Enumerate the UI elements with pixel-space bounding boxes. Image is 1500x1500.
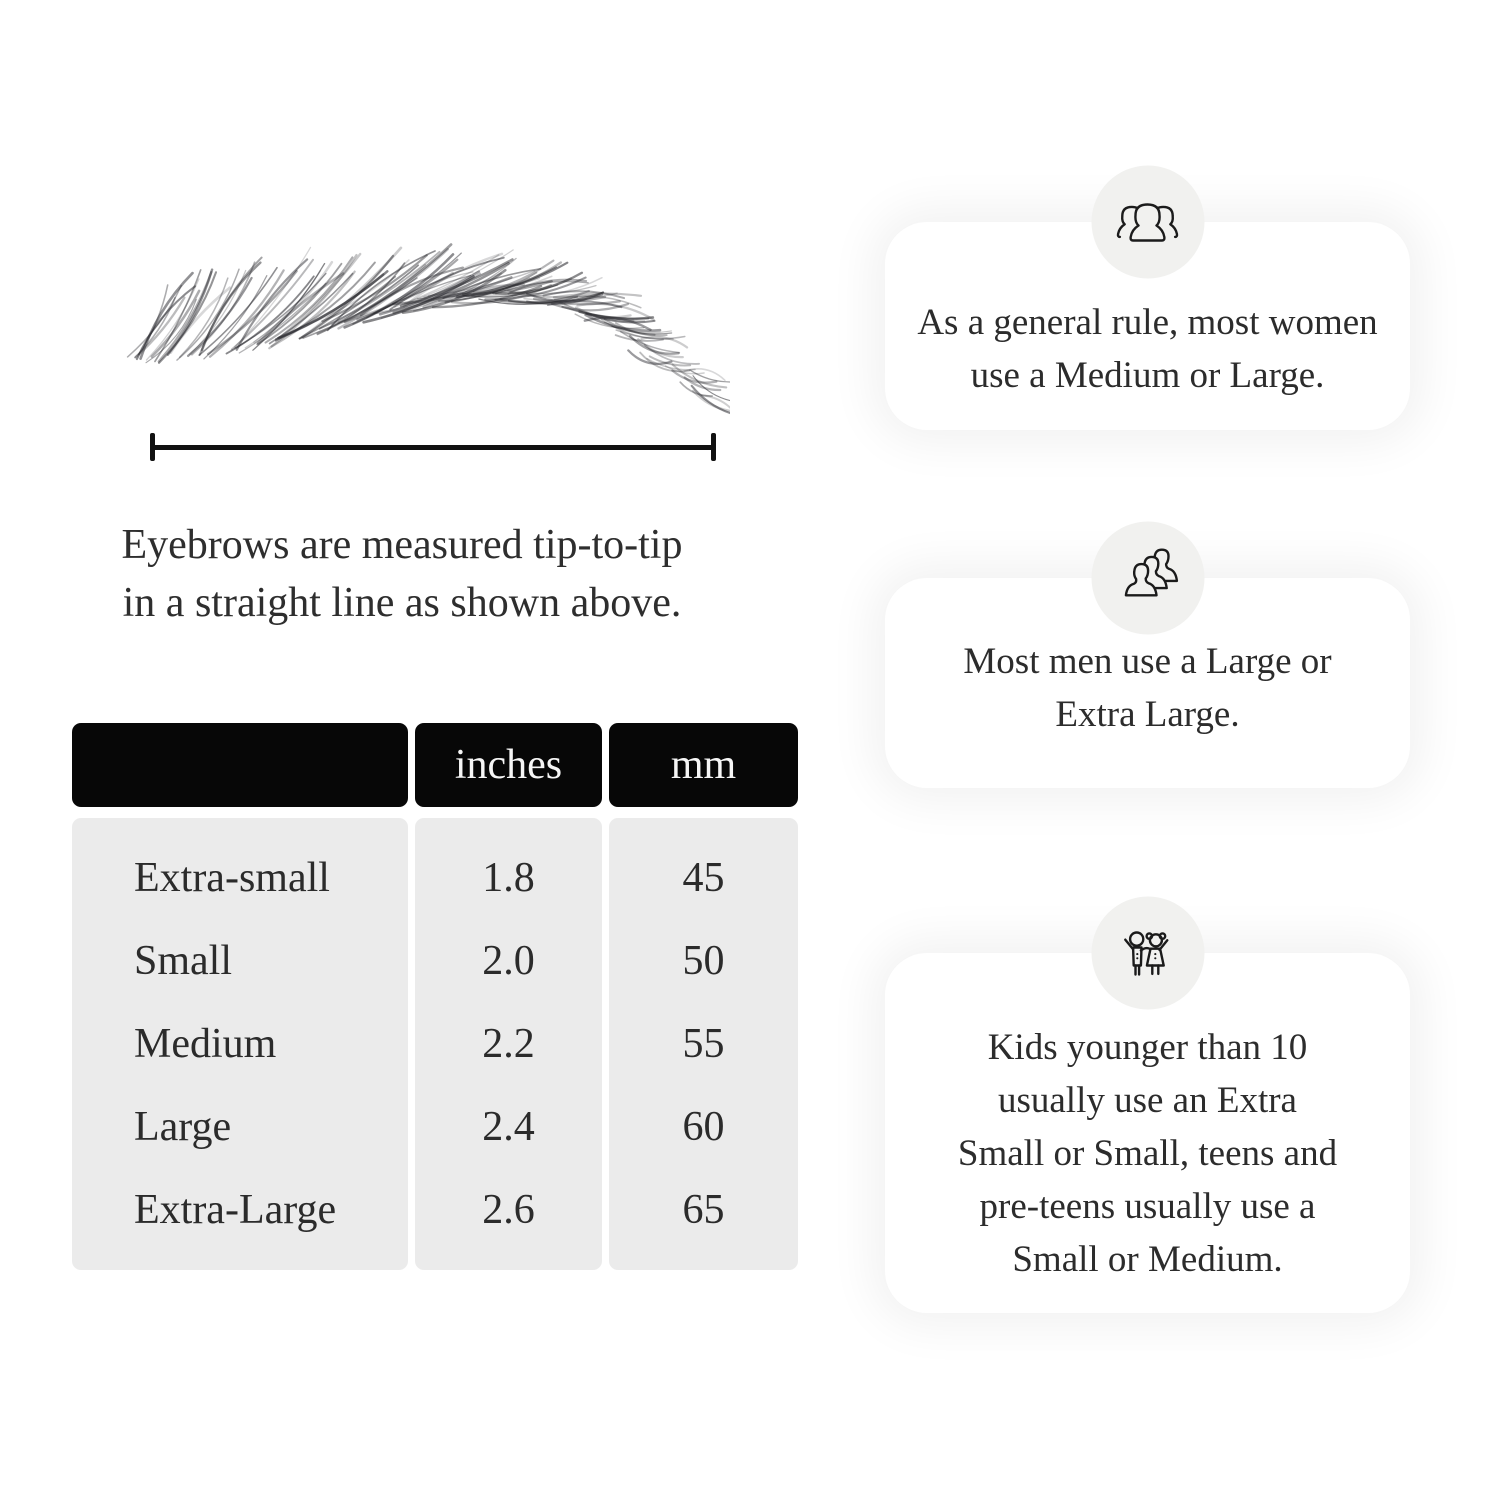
info-card-kids: Kids younger than 10 usually use an Extr… — [885, 896, 1410, 1313]
size-cell: Extra-Large — [134, 1187, 337, 1234]
info-card-women: As a general rule, most women use a Medi… — [885, 165, 1410, 430]
icon-circle — [1091, 896, 1204, 1010]
icon-circle — [1091, 521, 1204, 635]
mm-cell: 65 — [682, 1187, 725, 1234]
mm-cell: 50 — [682, 937, 725, 984]
mm-cell: 55 — [682, 1021, 725, 1067]
size-cell: Extra-small — [134, 854, 330, 901]
men-group-icon — [1124, 548, 1179, 596]
measurement-bar — [150, 445, 716, 450]
card-text: Most men use a Large or Extra Large. — [963, 641, 1332, 735]
eyebrow-illustration — [110, 238, 743, 418]
size-column: Extra-small Small Medium Large Extra-Lar… — [72, 818, 408, 1270]
card-text: As a general rule, most women use a Medi… — [917, 302, 1378, 396]
eyebrow-sketch — [126, 243, 743, 418]
mm-column-header: mm — [609, 723, 798, 807]
mm-column: 45 50 55 60 65 — [609, 818, 798, 1270]
kids-icon — [1124, 930, 1169, 976]
inches-cell: 2.0 — [482, 937, 535, 984]
measurement-end-cap-right — [711, 433, 716, 461]
inches-cell: 2.4 — [482, 1104, 535, 1151]
info-card-men: Most men use a Large or Extra Large. — [885, 521, 1410, 788]
measurement-caption: Eyebrows are measured tip-to-tip in a st… — [121, 522, 683, 626]
size-cell: Small — [134, 937, 233, 984]
mm-cell: 60 — [682, 1104, 725, 1151]
women-group-icon — [1116, 202, 1179, 242]
inches-cell: 1.8 — [482, 854, 535, 901]
icon-circle — [1091, 165, 1204, 279]
size-column-header — [72, 723, 408, 807]
measurement-line — [150, 433, 716, 461]
inches-column-header: inches — [415, 723, 602, 807]
card-text: Kids younger than 10 usually use an Extr… — [957, 1026, 1338, 1280]
inches-column: 1.8 2.0 2.2 2.4 2.6 — [415, 818, 602, 1270]
size-table: inches mm Extra-small Small Medium Large… — [72, 723, 798, 1270]
inches-cell: 2.2 — [482, 1021, 535, 1067]
size-cell: Medium — [134, 1021, 277, 1067]
mm-cell: 45 — [682, 854, 725, 901]
size-cell: Large — [134, 1104, 232, 1151]
inches-cell: 2.6 — [482, 1187, 535, 1234]
